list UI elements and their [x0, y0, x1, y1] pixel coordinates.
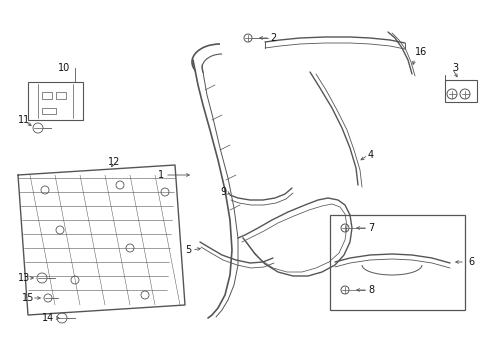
Bar — [28, 82, 83, 120]
Text: 14: 14 — [42, 313, 54, 323]
Bar — [445, 80, 477, 102]
Text: 9: 9 — [220, 187, 226, 197]
Text: 6: 6 — [468, 257, 474, 267]
Text: 12: 12 — [108, 157, 121, 167]
Text: 1: 1 — [158, 170, 164, 180]
Text: 16: 16 — [415, 47, 427, 57]
Bar — [42, 108, 56, 114]
Text: 10: 10 — [58, 63, 70, 73]
Bar — [330, 215, 465, 310]
Text: 7: 7 — [368, 223, 374, 233]
Text: 13: 13 — [18, 273, 30, 283]
Text: 4: 4 — [368, 150, 374, 160]
Text: 5: 5 — [185, 245, 191, 255]
Text: 3: 3 — [452, 63, 458, 73]
Text: 11: 11 — [18, 115, 30, 125]
Text: 15: 15 — [22, 293, 34, 303]
Text: 2: 2 — [270, 33, 276, 43]
Bar — [56, 92, 66, 99]
Text: 8: 8 — [368, 285, 374, 295]
Bar — [42, 92, 52, 99]
